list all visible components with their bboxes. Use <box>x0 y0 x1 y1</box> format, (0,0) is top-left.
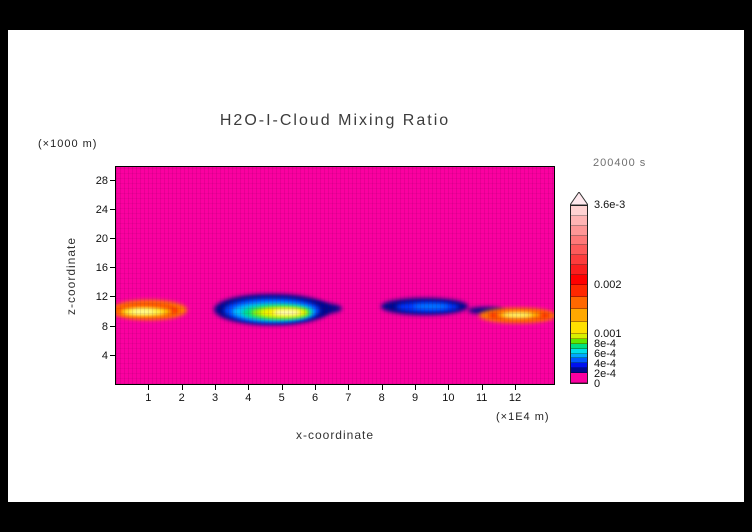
colorbar-segment <box>571 338 587 344</box>
y-tick-mark <box>110 179 115 181</box>
cloud-blob <box>130 309 155 314</box>
y-tick-label: 8 <box>101 320 108 333</box>
x-axis-title: x-coordinate <box>295 428 375 442</box>
colorbar-labels: 3.6e-3 0.002 0.001 8e-4 6e-4 4e-4 2e-4 0 <box>594 199 646 390</box>
plot-title: H2O-I-Cloud Mixing Ratio <box>219 112 451 129</box>
y-tick-label: 16 <box>95 262 108 275</box>
x-tick-mark <box>348 385 350 390</box>
x-tick-label: 11 <box>475 392 488 404</box>
colorbar-label: 2e-4 <box>594 368 617 381</box>
colorbar-overflow-arrow-icon <box>570 192 588 205</box>
cloud-blob <box>502 312 533 317</box>
colorbar-segment <box>571 373 587 383</box>
x-tick-label: 6 <box>311 392 319 404</box>
colorbar-segment <box>571 358 587 364</box>
colorbar-segment <box>571 255 587 265</box>
x-tick-mark <box>281 385 283 390</box>
y-tick-marks <box>110 166 115 385</box>
y-tick-label: 12 <box>95 291 108 304</box>
colorbar-segment <box>571 333 587 339</box>
colorbar-segment <box>571 274 587 285</box>
x-tick-mark <box>515 385 516 390</box>
x-tick-labels: 1 2 3 4 5 6 7 8 9 10 11 12 <box>115 392 555 406</box>
y-tick-mark <box>110 267 115 269</box>
x-tick-mark <box>315 385 316 390</box>
colorbar-label: 0 <box>594 378 601 390</box>
y-axis-unit-label: (×1000 m) <box>38 138 98 150</box>
colorbar-segment <box>571 368 587 374</box>
y-tick-mark <box>110 208 115 210</box>
y-tick-mark <box>110 238 115 240</box>
y-tick-label: 4 <box>101 349 108 362</box>
y-tick-label: 20 <box>95 233 108 246</box>
cloud-blob <box>412 303 450 310</box>
x-tick-marks <box>115 385 555 390</box>
colorbar-label: 8e-4 <box>594 338 617 351</box>
colorbar-bar <box>570 205 588 384</box>
colorbar-arrow-shape <box>570 192 588 205</box>
colorbar-segment <box>571 225 587 236</box>
colorbar-segment <box>571 265 587 275</box>
colorbar-segment <box>571 245 587 256</box>
colorbar-label: 3.6e-3 <box>594 199 626 211</box>
x-tick-label: 10 <box>442 392 455 404</box>
colorbar-segment <box>571 215 587 226</box>
y-tick-labels: 4 8 12 16 20 24 28 <box>70 166 108 385</box>
cloud-blob-layer <box>116 167 554 384</box>
colorbar-label: 4e-4 <box>594 358 617 371</box>
x-tick-label: 9 <box>411 392 419 404</box>
x-tick-mark <box>248 385 250 390</box>
colorbar-label: 0.001 <box>594 328 622 341</box>
x-tick-label: 7 <box>345 392 352 404</box>
colorbar-segment <box>571 353 587 359</box>
x-tick-label: 4 <box>245 392 252 404</box>
colorbar-label: 0.002 <box>594 278 622 291</box>
colorbar-label: 6e-4 <box>594 348 617 361</box>
y-tick-label: 24 <box>95 203 108 216</box>
colorbar-segment <box>571 296 587 310</box>
timestamp-label: 200400 s <box>593 157 647 169</box>
x-tick-label: 8 <box>378 392 385 404</box>
colorbar <box>570 192 588 384</box>
x-tick-mark <box>215 385 216 390</box>
cloud-blob <box>272 310 301 315</box>
x-tick-mark <box>148 385 150 390</box>
y-tick-label: 28 <box>95 174 108 187</box>
y-tick-mark <box>110 354 115 356</box>
x-tick-label: 1 <box>145 392 152 404</box>
x-tick-mark <box>381 385 383 390</box>
colorbar-segment <box>571 348 587 354</box>
colorbar-segment <box>571 284 587 297</box>
plot-page: H2O-I-Cloud Mixing Ratio 200400 s (×1000… <box>8 30 744 502</box>
colorbar-segment <box>571 309 587 322</box>
y-tick-mark <box>110 325 115 327</box>
x-tick-mark <box>481 385 483 390</box>
heatmap-area <box>115 166 555 385</box>
x-tick-label: 2 <box>178 392 185 404</box>
x-axis-unit-label: (×1E4 m) <box>496 411 550 423</box>
colorbar-segment <box>571 343 587 349</box>
x-tick-label: 3 <box>211 392 219 404</box>
y-tick-mark <box>110 296 115 298</box>
colorbar-segment <box>571 321 587 334</box>
colorbar-segment <box>571 206 587 216</box>
x-tick-label: 5 <box>278 392 285 404</box>
x-tick-label: 12 <box>508 392 522 404</box>
colorbar-segment <box>571 235 587 246</box>
x-tick-mark <box>448 385 450 390</box>
x-tick-mark <box>181 385 183 390</box>
x-tick-mark <box>415 385 416 390</box>
colorbar-segment <box>571 363 587 369</box>
